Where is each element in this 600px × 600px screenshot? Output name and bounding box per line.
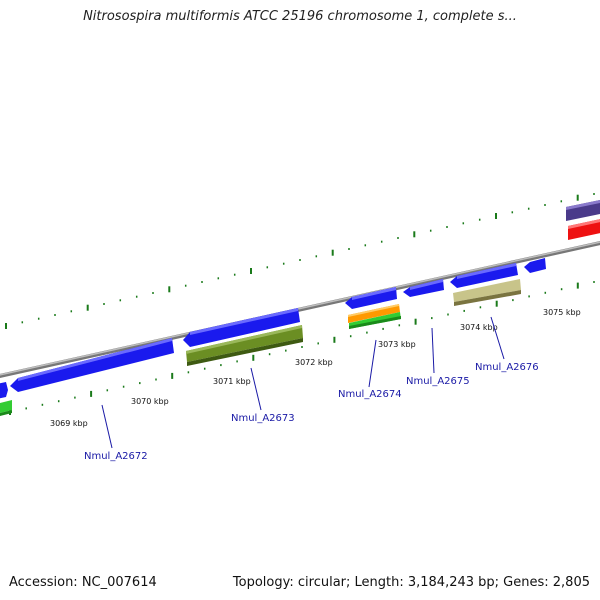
kbp-label: 3072 kbp xyxy=(295,358,333,367)
feature-gene-purple-right-edge[interactable] xyxy=(566,199,600,221)
kbp-label: 3069 kbp xyxy=(50,419,88,428)
feature-cds-nmul-a2676[interactable] xyxy=(450,263,518,288)
accession-text: Accession: NC_007614 xyxy=(9,575,157,590)
gene-callouts xyxy=(101,316,505,449)
kbp-labels: 3069 kbp 3070 kbp 3071 kbp 3072 kbp 3073… xyxy=(50,308,581,428)
feature-gene-orange-nmul-a2674[interactable] xyxy=(348,304,400,323)
feature-cds-nmul-a2675[interactable] xyxy=(403,279,444,297)
feature-gene-olive-nmul-a2673[interactable] xyxy=(186,325,303,366)
feature-cds-left-edge[interactable] xyxy=(0,382,8,399)
kbp-label: 3070 kbp xyxy=(131,397,169,406)
kbp-label: 3071 kbp xyxy=(213,377,251,386)
kbp-label: 3073 kbp xyxy=(378,340,416,349)
feature-gene-khaki-nmul-a2676[interactable] xyxy=(453,279,521,306)
feature-cds-nmul-a2674[interactable] xyxy=(345,287,397,309)
genome-backbone xyxy=(0,241,600,378)
gene-label-nmul-a2673[interactable]: Nmul_A2673 xyxy=(231,413,295,424)
gene-label-nmul-a2676[interactable]: Nmul_A2676 xyxy=(475,362,539,373)
upper-scale-ticks xyxy=(5,193,595,329)
lower-scale-ticks xyxy=(9,281,595,415)
topology-text: Topology: circular; Length: 3,184,243 bp… xyxy=(232,575,590,590)
map-title: Nitrosospira multiformis ATCC 25196 chro… xyxy=(83,9,517,24)
gene-label-nmul-a2674[interactable]: Nmul_A2674 xyxy=(338,389,402,400)
feature-cds-nmul-a2673[interactable] xyxy=(183,308,300,347)
gene-label-nmul-a2675[interactable]: Nmul_A2675 xyxy=(406,376,470,387)
feature-cds-small-right[interactable] xyxy=(524,258,546,273)
kbp-label: 3075 kbp xyxy=(543,308,581,317)
feature-gene-red-right-edge[interactable] xyxy=(568,218,600,240)
feature-gene-green-nmul-a2674[interactable] xyxy=(349,312,401,329)
kbp-label: 3074 kbp xyxy=(460,323,498,332)
gene-labels: Nmul_A2672 Nmul_A2673 Nmul_A2674 Nmul_A2… xyxy=(84,362,539,462)
gene-label-nmul-a2672[interactable]: Nmul_A2672 xyxy=(84,451,148,462)
feature-cds-nmul-a2672[interactable] xyxy=(10,338,174,392)
feature-gene-green-left[interactable] xyxy=(0,400,12,417)
